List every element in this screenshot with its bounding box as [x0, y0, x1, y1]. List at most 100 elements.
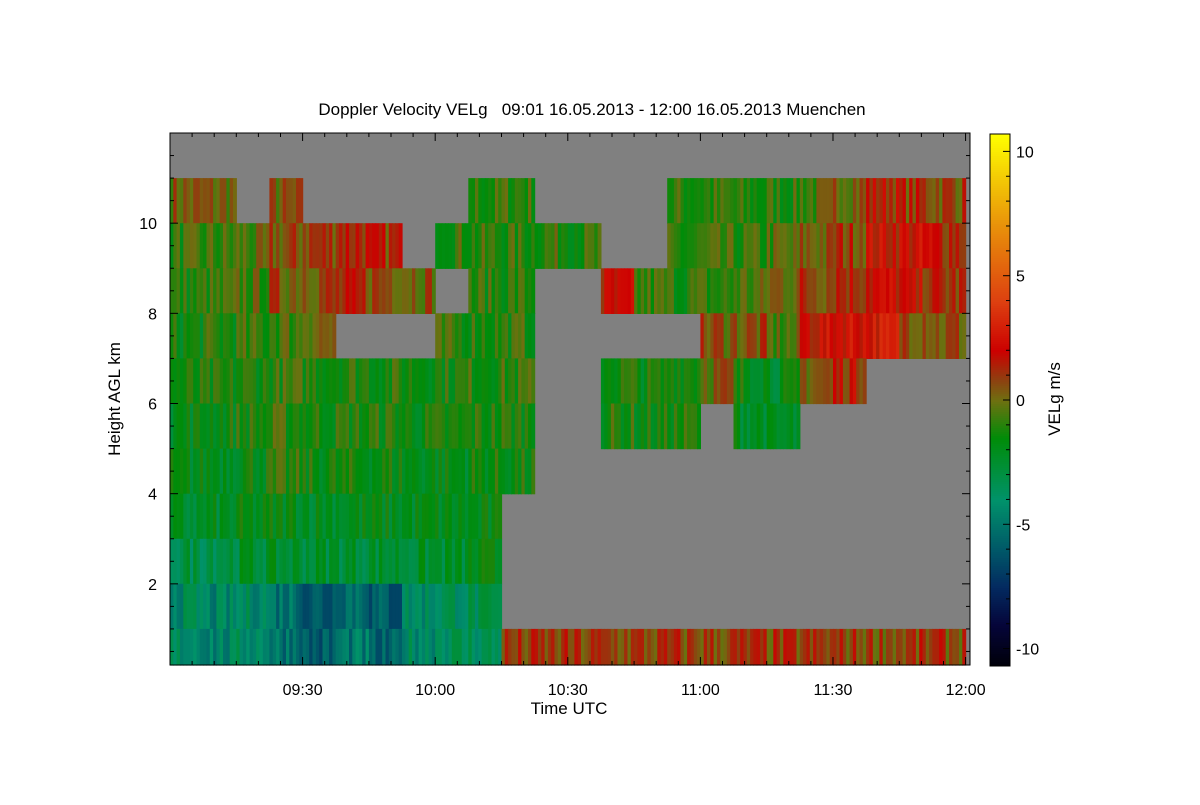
colorbar-swatch: [990, 158, 1010, 161]
heatmap-cell: [395, 358, 400, 405]
heatmap-cell: [484, 583, 489, 630]
colorbar-swatch: [990, 574, 1010, 577]
colorbar-swatch: [990, 542, 1010, 545]
heatmap-cell: [915, 268, 920, 314]
heatmap-cell: [455, 223, 459, 269]
heatmap-cell: [398, 403, 403, 450]
heatmap-cell: [494, 403, 499, 450]
heatmap-cell: [299, 583, 304, 630]
heatmap-cell: [829, 313, 834, 359]
colorbar-swatch: [990, 398, 1010, 401]
heatmap-cell: [325, 628, 330, 666]
heatmap-cell: [272, 493, 277, 540]
heatmap-cell: [468, 178, 473, 224]
heatmap-cell: [756, 313, 761, 359]
heatmap-cell: [286, 403, 290, 450]
heatmap-cell: [475, 403, 479, 450]
heatmap-cell: [213, 403, 217, 450]
heatmap-cell: [365, 493, 370, 540]
heatmap-cell: [183, 403, 188, 450]
heatmap-cell: [842, 178, 847, 224]
heatmap-cell: [475, 538, 479, 585]
heatmap-cell: [468, 538, 473, 585]
heatmap-cell: [700, 268, 705, 314]
heatmap-cell: [471, 223, 476, 269]
heatmap-cell: [415, 583, 420, 630]
heatmap-cell: [226, 448, 231, 495]
heatmap-cell: [627, 358, 632, 405]
heatmap-cell: [740, 223, 745, 269]
heatmap-cell: [571, 628, 575, 666]
heatmap-cell: [959, 178, 963, 224]
heatmap-cell: [249, 313, 254, 359]
heatmap-cell: [763, 358, 768, 405]
heatmap-cell: [408, 628, 413, 666]
heatmap-cell: [690, 628, 695, 666]
colorbar-swatch: [990, 418, 1010, 421]
colorbar-swatch: [990, 494, 1010, 497]
colorbar-swatch: [990, 210, 1010, 213]
heatmap-cell: [219, 313, 224, 359]
heatmap-cell: [521, 628, 526, 666]
colorbar-swatch: [990, 428, 1010, 431]
heatmap-cell: [395, 493, 400, 540]
heatmap-cell: [372, 358, 377, 405]
heatmap-cell: [299, 628, 304, 666]
heatmap-cell: [335, 223, 340, 269]
heatmap-cell: [776, 223, 781, 269]
heatmap-cell: [342, 628, 347, 666]
heatmap-cell: [242, 403, 247, 450]
heatmap-cell: [813, 268, 817, 314]
heatmap-cell: [421, 358, 426, 405]
heatmap-cell: [753, 628, 758, 666]
colorbar-swatch: [990, 432, 1010, 435]
heatmap-cell: [398, 538, 403, 585]
heatmap-cell: [279, 583, 284, 630]
heatmap-cell: [451, 403, 456, 450]
heatmap-cell: [279, 403, 284, 450]
heatmap-cell: [233, 178, 237, 224]
heatmap-cell: [491, 178, 496, 224]
heatmap-cell: [189, 538, 194, 585]
heatmap-cell: [723, 178, 728, 224]
colorbar-swatch: [990, 446, 1010, 449]
colorbar-swatch: [990, 612, 1010, 615]
heatmap-cell: [929, 178, 933, 224]
heatmap-cell: [650, 403, 655, 450]
heatmap-cell: [196, 538, 201, 585]
heatmap-cell: [508, 268, 512, 314]
heatmap-cell: [478, 178, 483, 224]
heatmap-cell: [660, 628, 665, 666]
heatmap-cell: [458, 628, 463, 666]
heatmap-cell: [478, 493, 483, 540]
heatmap-cell: [305, 493, 310, 540]
heatmap-cell: [402, 583, 406, 630]
heatmap-cell: [962, 313, 967, 359]
colorbar-swatch: [990, 204, 1010, 207]
heatmap-cell: [286, 583, 290, 630]
heatmap-cell: [475, 628, 479, 666]
heatmap-cell: [388, 538, 393, 585]
heatmap-cell: [289, 628, 294, 666]
colorbar-swatch: [990, 570, 1010, 573]
heatmap-cell: [484, 493, 489, 540]
heatmap-cell: [468, 448, 473, 495]
heatmap-cell: [816, 268, 821, 314]
heatmap-cell: [763, 178, 768, 224]
heatmap-cell: [259, 313, 264, 359]
heatmap-cell: [670, 178, 675, 224]
heatmap-cell: [750, 223, 754, 269]
heatmap-cell: [199, 403, 204, 450]
heatmap-cell: [262, 268, 267, 314]
heatmap-cell: [736, 178, 741, 224]
heatmap-cell: [776, 178, 781, 224]
heatmap-cell: [451, 313, 456, 359]
heatmap-cell: [378, 223, 383, 269]
heatmap-cell: [882, 223, 887, 269]
heatmap-cell: [405, 358, 410, 405]
heatmap-cell: [518, 313, 522, 359]
heatmap-cell: [498, 268, 503, 314]
colorbar-tick-label: 5: [1016, 269, 1025, 286]
colorbar-swatch: [990, 426, 1010, 429]
heatmap-cell: [518, 448, 522, 495]
